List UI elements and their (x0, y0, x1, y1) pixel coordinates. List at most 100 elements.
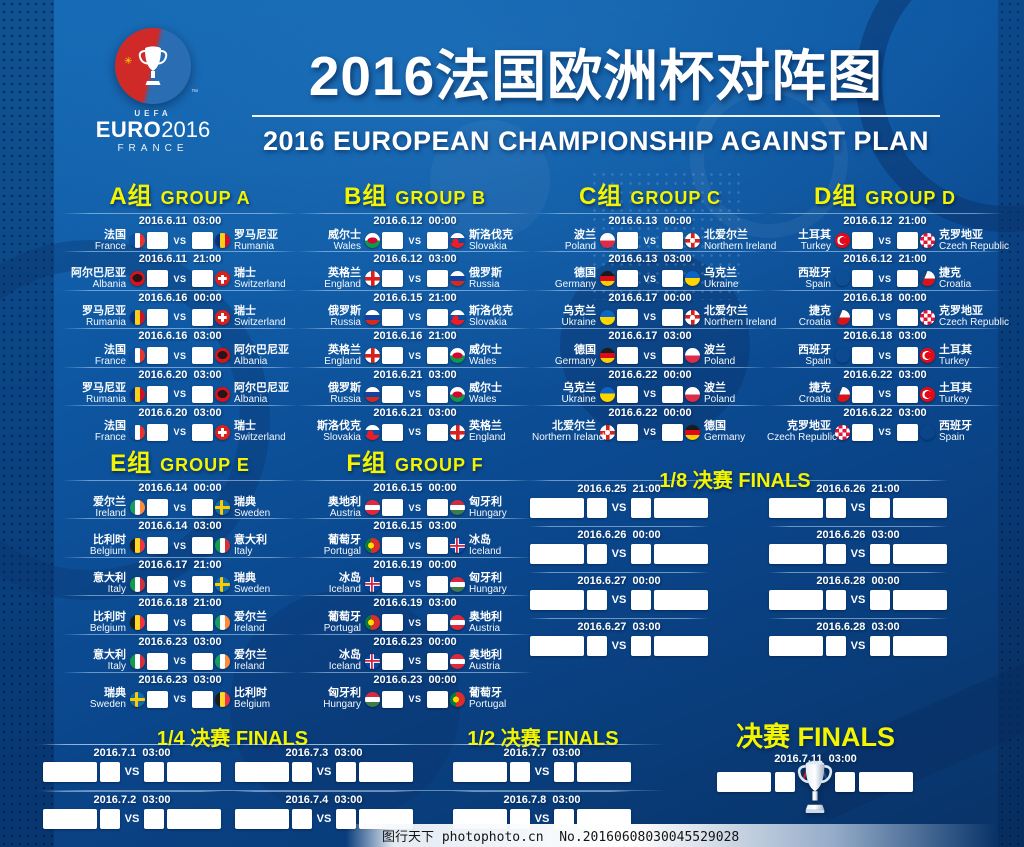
score-box[interactable] (662, 385, 683, 403)
score-box[interactable] (897, 308, 918, 326)
score-box[interactable] (631, 544, 651, 564)
score-box[interactable] (870, 590, 890, 610)
score-box[interactable] (617, 308, 638, 326)
score-box[interactable] (427, 575, 448, 593)
score-box[interactable] (382, 232, 403, 249)
score-box[interactable] (427, 690, 448, 708)
score-box[interactable] (192, 614, 213, 632)
score-box[interactable] (587, 544, 607, 564)
score-box[interactable] (897, 347, 918, 365)
score-box[interactable] (192, 690, 213, 708)
score-box[interactable] (147, 537, 168, 555)
score-box[interactable] (382, 270, 403, 288)
score-box[interactable] (382, 499, 403, 516)
score-box[interactable] (897, 232, 918, 249)
score-box[interactable] (617, 347, 638, 365)
score-box[interactable] (382, 690, 403, 708)
score-box[interactable] (192, 652, 213, 670)
score-box[interactable] (617, 385, 638, 403)
score-box[interactable] (870, 544, 890, 564)
score-box[interactable] (147, 385, 168, 403)
score-box[interactable] (897, 423, 918, 441)
score-box[interactable] (147, 652, 168, 670)
score-box[interactable] (427, 499, 448, 516)
score-box[interactable] (554, 762, 574, 782)
score-box[interactable] (382, 385, 403, 403)
score-box[interactable] (775, 772, 795, 792)
score-box[interactable] (192, 423, 213, 441)
team-box[interactable] (769, 498, 823, 518)
score-box[interactable] (427, 423, 448, 441)
team-box[interactable] (717, 772, 771, 792)
team-box[interactable] (769, 544, 823, 564)
team-box[interactable] (654, 544, 708, 564)
team-box[interactable] (577, 762, 631, 782)
score-box[interactable] (192, 385, 213, 403)
score-box[interactable] (631, 498, 651, 518)
score-box[interactable] (897, 270, 918, 288)
score-box[interactable] (144, 762, 164, 782)
team-box[interactable] (893, 590, 947, 610)
score-box[interactable] (147, 690, 168, 708)
score-box[interactable] (826, 498, 846, 518)
team-box[interactable] (654, 636, 708, 656)
score-box[interactable] (292, 762, 312, 782)
score-box[interactable] (662, 347, 683, 365)
score-box[interactable] (662, 308, 683, 326)
score-box[interactable] (192, 575, 213, 593)
score-box[interactable] (427, 652, 448, 670)
score-box[interactable] (147, 270, 168, 288)
team-box[interactable] (893, 636, 947, 656)
score-box[interactable] (147, 232, 168, 249)
team-box[interactable] (530, 498, 584, 518)
score-box[interactable] (870, 498, 890, 518)
score-box[interactable] (852, 385, 873, 403)
score-box[interactable] (617, 270, 638, 288)
score-box[interactable] (192, 537, 213, 555)
score-box[interactable] (852, 423, 873, 441)
score-box[interactable] (510, 762, 530, 782)
score-box[interactable] (192, 499, 213, 516)
score-box[interactable] (427, 385, 448, 403)
score-box[interactable] (662, 423, 683, 441)
score-box[interactable] (852, 347, 873, 365)
team-box[interactable] (453, 762, 507, 782)
score-box[interactable] (382, 614, 403, 632)
score-box[interactable] (427, 270, 448, 288)
score-box[interactable] (382, 652, 403, 670)
score-box[interactable] (192, 308, 213, 326)
score-box[interactable] (631, 636, 651, 656)
score-box[interactable] (427, 614, 448, 632)
team-box[interactable] (167, 762, 221, 782)
score-box[interactable] (147, 614, 168, 632)
score-box[interactable] (852, 232, 873, 249)
score-box[interactable] (427, 347, 448, 365)
score-box[interactable] (382, 423, 403, 441)
score-box[interactable] (144, 809, 164, 829)
score-box[interactable] (852, 308, 873, 326)
score-box[interactable] (852, 270, 873, 288)
team-box[interactable] (654, 590, 708, 610)
score-box[interactable] (147, 308, 168, 326)
score-box[interactable] (662, 270, 683, 288)
team-box[interactable] (893, 498, 947, 518)
score-box[interactable] (587, 636, 607, 656)
team-box[interactable] (167, 809, 221, 829)
score-box[interactable] (870, 636, 890, 656)
score-box[interactable] (382, 347, 403, 365)
team-box[interactable] (769, 590, 823, 610)
team-box[interactable] (359, 762, 413, 782)
team-box[interactable] (859, 772, 913, 792)
score-box[interactable] (897, 385, 918, 403)
score-box[interactable] (631, 590, 651, 610)
team-box[interactable] (530, 544, 584, 564)
score-box[interactable] (587, 498, 607, 518)
score-box[interactable] (382, 308, 403, 326)
score-box[interactable] (382, 537, 403, 555)
team-box[interactable] (530, 590, 584, 610)
score-box[interactable] (427, 308, 448, 326)
score-box[interactable] (147, 423, 168, 441)
score-box[interactable] (147, 575, 168, 593)
score-box[interactable] (587, 590, 607, 610)
score-box[interactable] (835, 772, 855, 792)
